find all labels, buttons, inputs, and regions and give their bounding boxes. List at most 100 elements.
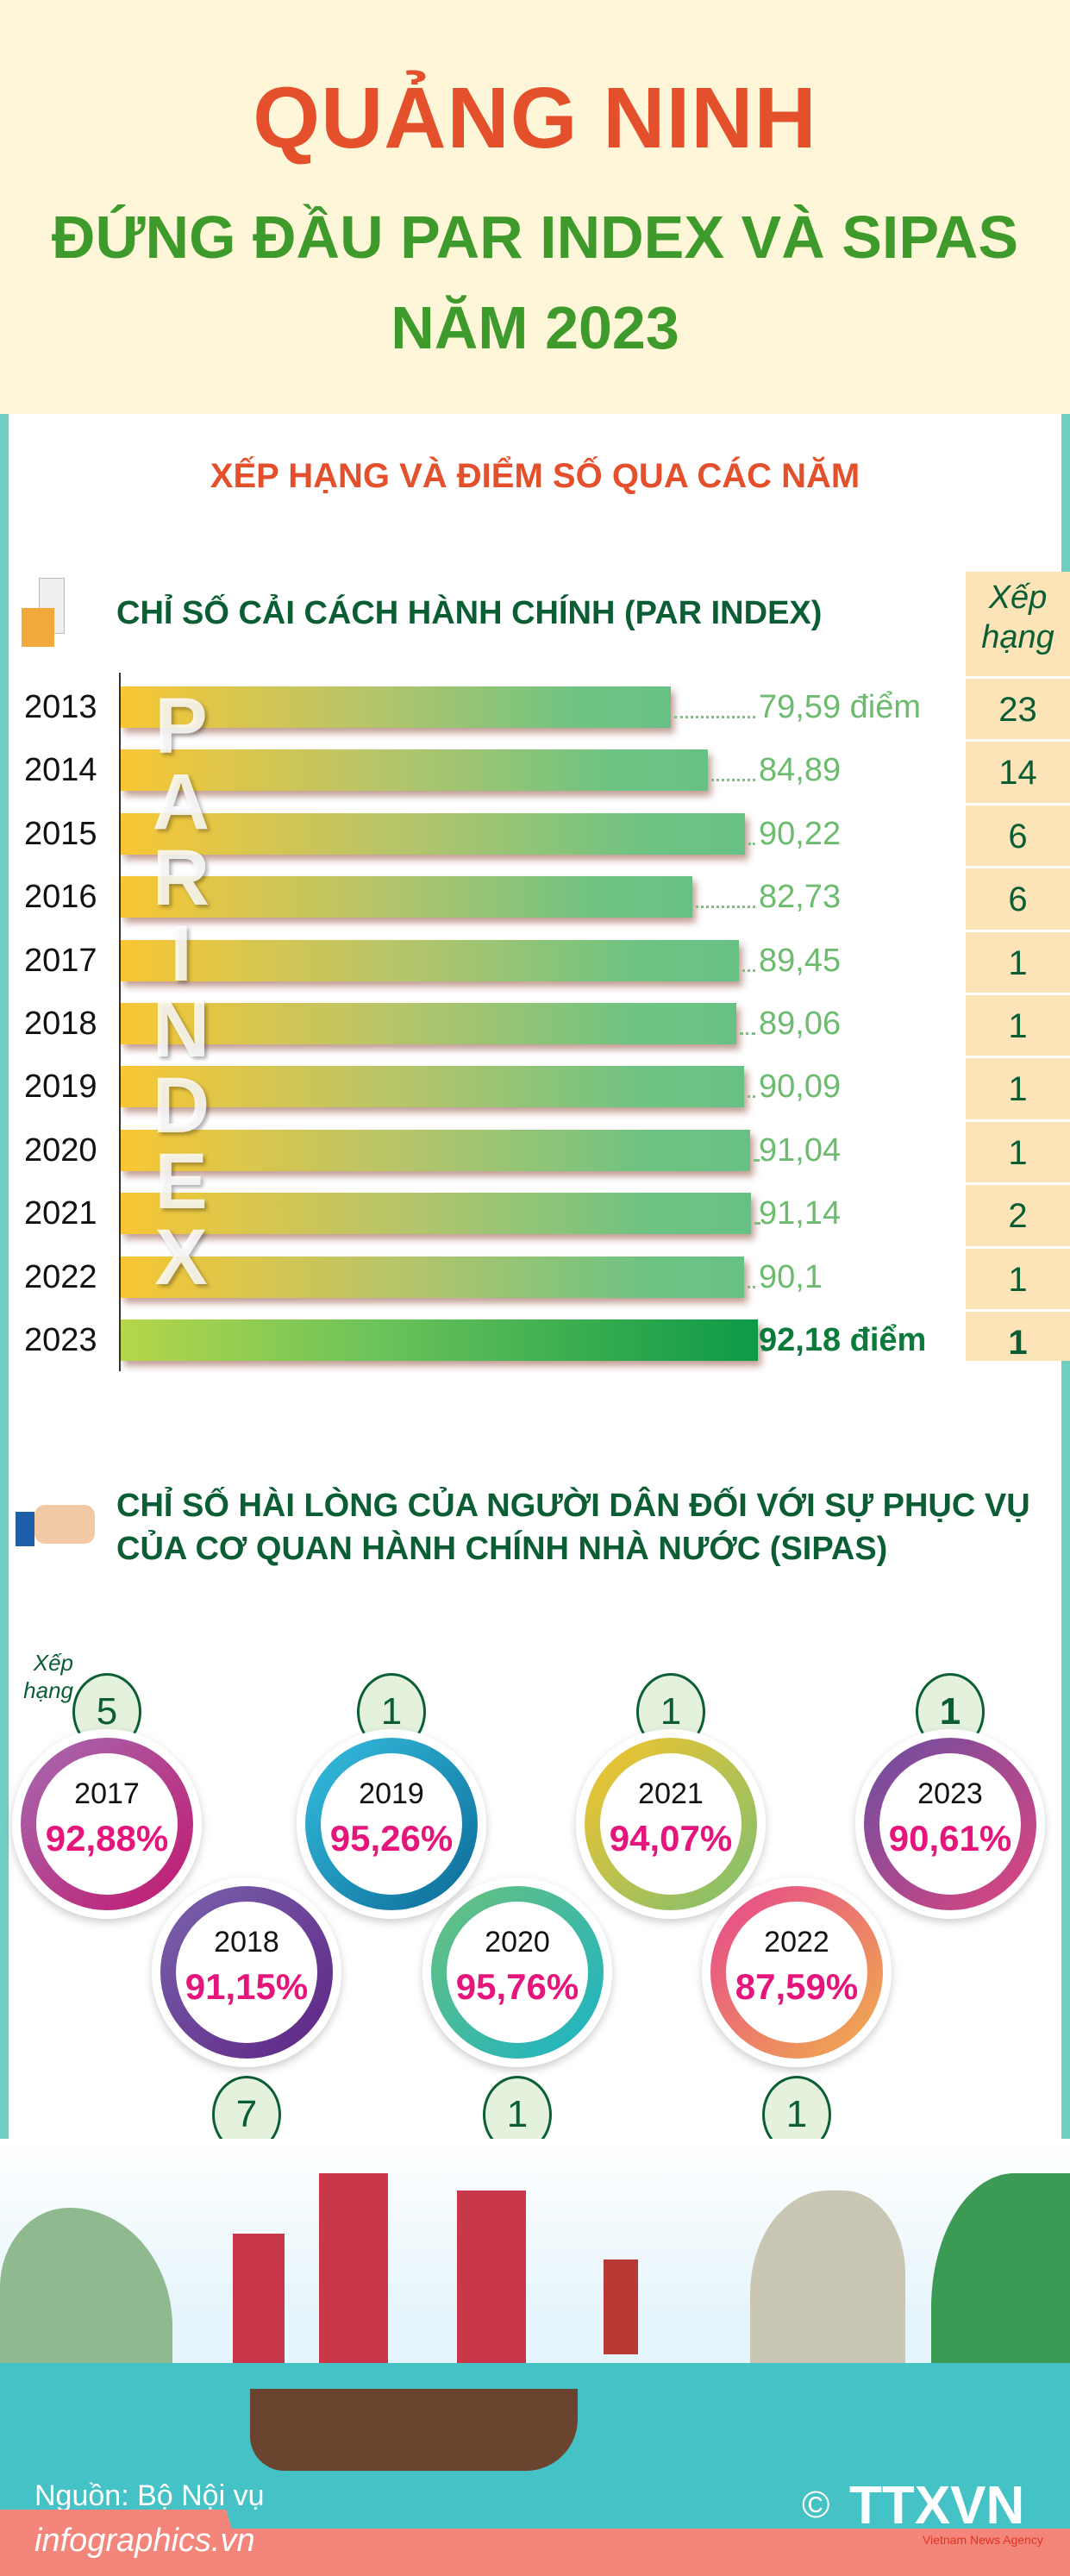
par-rank: 6 bbox=[966, 802, 1070, 866]
par-rank: 1 bbox=[966, 1245, 1070, 1309]
par-year-label: 2018 bbox=[24, 1006, 97, 1042]
rank-header-line2: hạng bbox=[981, 619, 1054, 655]
sipas-year: 2021 bbox=[638, 1777, 704, 1810]
par-leader-line bbox=[761, 1349, 767, 1351]
par-year-label: 2020 bbox=[24, 1131, 97, 1169]
par-bar bbox=[121, 876, 693, 918]
par-value-label: 91,14 bbox=[759, 1195, 842, 1232]
sipas-circle: 2023 90,61% bbox=[855, 1729, 1045, 1919]
par-value-label: 90,09 bbox=[759, 1069, 842, 1106]
sipas-circle: 2020 95,76% bbox=[422, 1877, 612, 2067]
par-year-label: 2022 bbox=[24, 1258, 97, 1295]
par-watermark-letter: E bbox=[154, 1138, 208, 1225]
thumbs-up-icon bbox=[16, 1496, 97, 1548]
par-leader-line bbox=[674, 716, 755, 718]
par-bar bbox=[121, 749, 708, 792]
documents-folder-icon bbox=[22, 578, 73, 647]
par-rank: 1 bbox=[966, 1119, 1070, 1182]
sipas-year: 2020 bbox=[485, 1926, 550, 1959]
par-title: CHỈ SỐ CẢI CÁCH HÀNH CHÍNH (PAR INDEX) bbox=[116, 595, 823, 631]
source-text: Nguồn: Bộ Nội vụ bbox=[34, 2479, 265, 2512]
par-rank: 2 bbox=[966, 1182, 1070, 1245]
par-bar bbox=[121, 1319, 759, 1361]
rank-label-line1: Xếp bbox=[33, 1650, 73, 1676]
left-border bbox=[0, 414, 9, 2156]
sipas-title-line1: CHỈ SỐ HÀI LÒNG CỦA NGƯỜI DÂN ĐỐI VỚI SỰ… bbox=[116, 1488, 1030, 1524]
par-watermark-letter: P bbox=[154, 682, 208, 770]
par-value-label: 90,22 bbox=[759, 815, 842, 852]
ttxvn-logo: TTXVN bbox=[849, 2476, 1025, 2535]
copyright-icon: © bbox=[802, 2484, 830, 2526]
sipas-circle: 2017 92,88% bbox=[12, 1729, 202, 1919]
sipas-percent: 94,07% bbox=[609, 1818, 733, 1858]
par-bar bbox=[121, 686, 672, 728]
par-rank: 23 bbox=[966, 676, 1070, 739]
ttxvn-logo-sub: Vietnam News Agency bbox=[923, 2533, 1043, 2547]
par-value-label: 90,1 bbox=[759, 1258, 823, 1295]
par-leader-line bbox=[747, 1285, 755, 1288]
par-bar bbox=[121, 939, 740, 981]
par-year-label: 2015 bbox=[24, 815, 97, 852]
par-value-label: 84,89 bbox=[759, 752, 842, 789]
par-rank: 14 bbox=[966, 739, 1070, 802]
par-value-label: 92,18 điểm bbox=[759, 1322, 927, 1358]
sipas-circle: 2018 91,15% bbox=[152, 1877, 341, 2067]
par-leader-line bbox=[754, 1222, 760, 1225]
sipas-year: 2018 bbox=[214, 1926, 279, 1959]
par-year-label: 2023 bbox=[24, 1322, 97, 1358]
sipas-year: 2023 bbox=[917, 1777, 983, 1810]
bar-axis bbox=[119, 673, 121, 1371]
par-bar bbox=[121, 1256, 744, 1298]
sipas-year: 2019 bbox=[359, 1777, 424, 1810]
par-rank: 1 bbox=[966, 929, 1070, 993]
par-value-label: 82,73 bbox=[759, 879, 842, 916]
par-value-label: 79,59 điểm bbox=[759, 689, 922, 725]
sipas-circle: 2022 87,59% bbox=[702, 1877, 892, 2067]
par-rank: 1 bbox=[966, 993, 1070, 1056]
sipas-year: 2017 bbox=[74, 1777, 140, 1810]
rank-header-line1: Xếp bbox=[988, 580, 1048, 616]
par-rank: 1 bbox=[966, 1309, 1070, 1372]
sipas-percent: 95,76% bbox=[455, 1966, 579, 2007]
page-title: QUẢNG NINH bbox=[253, 70, 817, 166]
par-leader-line bbox=[740, 1032, 755, 1035]
par-bar bbox=[121, 812, 745, 855]
sipas-percent: 92,88% bbox=[45, 1818, 169, 1858]
sipas-percent: 87,59% bbox=[735, 1966, 859, 2007]
par-year-label: 2021 bbox=[24, 1195, 97, 1232]
par-rank: 6 bbox=[966, 866, 1070, 929]
rank-label-line2: hạng bbox=[23, 1677, 73, 1703]
junk-boat-hull bbox=[250, 2389, 578, 2471]
par-leader-line bbox=[696, 906, 755, 909]
par-leader-line bbox=[754, 1158, 760, 1162]
par-bar bbox=[121, 1193, 751, 1235]
sipas-percent: 91,15% bbox=[185, 1966, 309, 2007]
par-watermark-letter: R bbox=[152, 834, 210, 922]
par-watermark-letter: N bbox=[152, 986, 210, 1074]
sipas-year: 2022 bbox=[764, 1926, 829, 1959]
par-value-label: 89,45 bbox=[759, 942, 842, 979]
par-leader-line bbox=[748, 842, 755, 845]
rank-column bbox=[966, 572, 1070, 1361]
sipas-title-line2: CỦA CƠ QUAN HÀNH CHÍNH NHÀ NƯỚC (SIPAS) bbox=[116, 1531, 888, 1567]
par-watermark-letter: X bbox=[154, 1213, 208, 1301]
par-leader-line bbox=[742, 968, 755, 972]
par-watermark-letter: I bbox=[170, 910, 192, 998]
par-year-label: 2013 bbox=[24, 689, 97, 725]
par-watermark-letter: D bbox=[152, 1062, 210, 1150]
par-year-label: 2017 bbox=[24, 942, 97, 979]
section-heading: XẾP HẠNG VÀ ĐIỂM SỐ QUA CÁC NĂM bbox=[210, 457, 860, 495]
par-leader-line bbox=[710, 779, 755, 782]
sipas-percent: 95,26% bbox=[329, 1818, 454, 1858]
par-watermark-letter: A bbox=[152, 758, 210, 846]
par-year-label: 2016 bbox=[24, 879, 97, 916]
page-subtitle-line2: NĂM 2023 bbox=[391, 294, 679, 361]
header-banner bbox=[0, 0, 1070, 414]
par-year-label: 2014 bbox=[24, 752, 97, 789]
sipas-rank-label: Xếp hạng bbox=[13, 1649, 73, 1704]
site-link[interactable]: infographics.vn bbox=[34, 2523, 255, 2559]
par-year-label: 2019 bbox=[24, 1069, 97, 1106]
par-rank: 1 bbox=[966, 1056, 1070, 1119]
par-bar bbox=[121, 1003, 737, 1044]
page-subtitle-line1: ĐỨNG ĐẦU PAR INDEX VÀ SIPAS bbox=[51, 204, 1019, 271]
